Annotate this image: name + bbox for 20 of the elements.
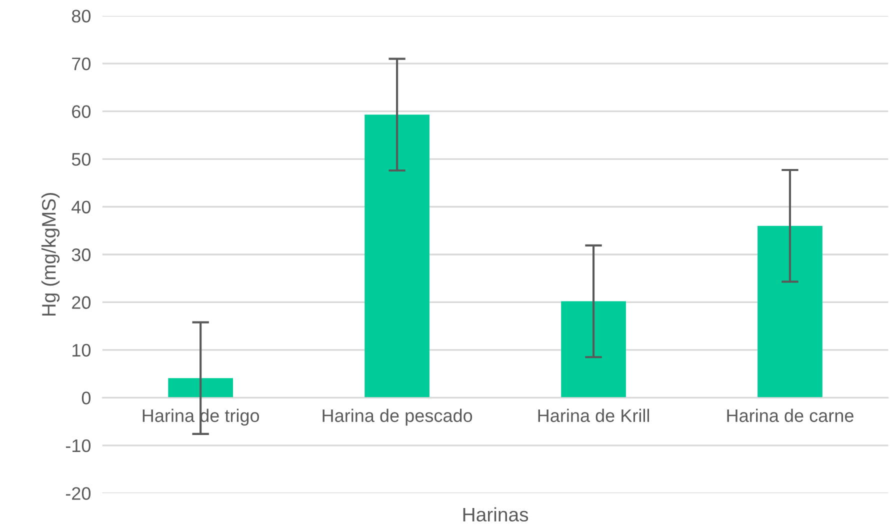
x-tick-label: Harina de Krill — [538, 408, 650, 422]
y-tick-label: 60 — [72, 105, 91, 118]
y-tick-label: -20 — [66, 487, 91, 500]
y-axis-title: Hg (mg/kgMS) — [41, 193, 60, 316]
x-axis-title: Harinas — [463, 507, 528, 522]
y-tick-label: 0 — [82, 392, 91, 404]
y-tick-label: 10 — [72, 344, 91, 357]
y-tick-label: 70 — [72, 58, 91, 70]
y-tick-label: -10 — [66, 439, 91, 452]
y-tick-label: 80 — [72, 10, 91, 23]
bar — [168, 378, 233, 398]
y-tick-label: 30 — [72, 248, 91, 262]
bar — [758, 226, 822, 398]
bar — [364, 114, 430, 398]
y-tick-label: 40 — [72, 200, 91, 214]
y-tick-label: 50 — [72, 152, 91, 166]
bar — [561, 301, 626, 398]
x-tick-label: Harina de carne — [727, 408, 854, 422]
y-tick-label: 20 — [72, 296, 91, 309]
x-tick-label: Harina de pescado — [322, 408, 472, 426]
